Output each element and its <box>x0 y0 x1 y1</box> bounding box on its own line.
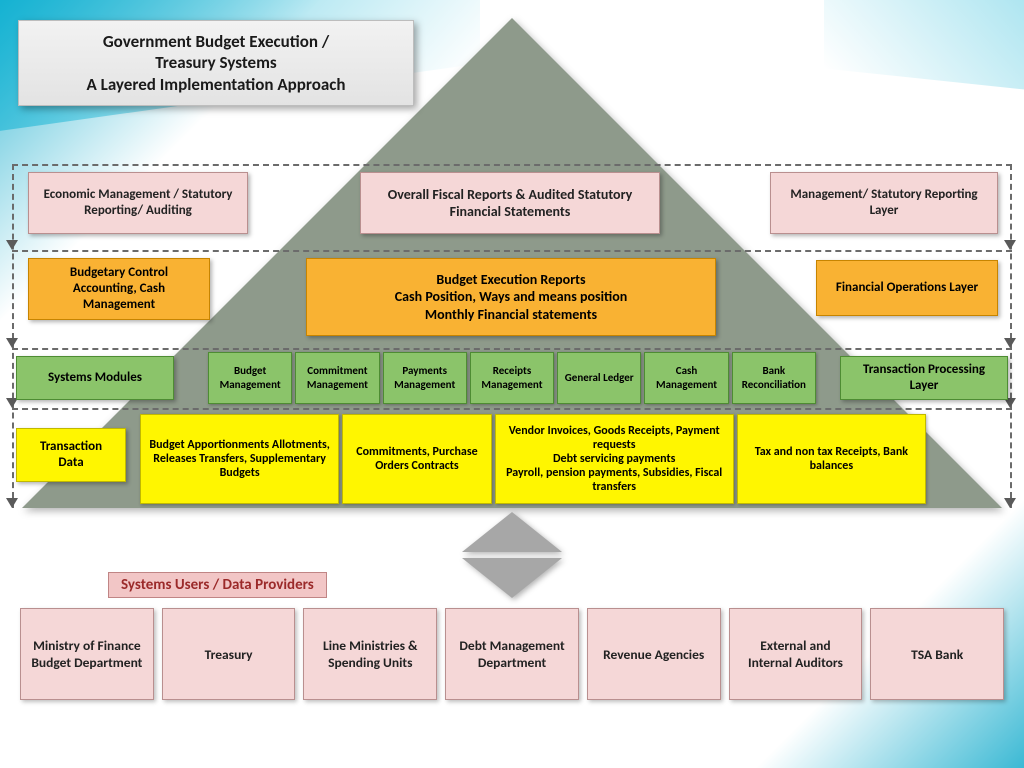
dash-layer-3-bot <box>12 408 1012 410</box>
user-box-2: Line Ministries & Spending Units <box>303 608 437 700</box>
user-box-5: External and Internal Auditors <box>729 608 863 700</box>
module-5: Cash Management <box>644 352 728 404</box>
layer1-center: Overall Fiscal Reports & Audited Statuto… <box>360 172 660 234</box>
layer2-left: Budgetary Control Accounting, Cash Manag… <box>28 258 210 320</box>
transaction-col-3: Tax and non tax Receipts, Bank balances <box>737 414 926 504</box>
dash-layer-3-top <box>12 348 1012 350</box>
module-2: Payments Management <box>383 352 467 404</box>
module-6: Bank Reconciliation <box>732 352 816 404</box>
layer3-left: Systems Modules <box>16 356 174 400</box>
arrow-left-4 <box>6 498 18 508</box>
user-box-1: Treasury <box>162 608 296 700</box>
layer2-center-line2: Cash Position, Ways and means position <box>395 288 628 306</box>
arrow-right-4 <box>1004 498 1016 508</box>
layer2-center-line3: Monthly Financial statements <box>425 306 597 324</box>
users-heading: Systems Users / Data Providers <box>108 572 327 598</box>
module-3: Receipts Management <box>470 352 554 404</box>
transaction-data-row: Budget Apportionments Allotments, Releas… <box>140 414 926 504</box>
layer1-center-label: Overall Fiscal Reports & Audited Statuto… <box>371 186 649 221</box>
layer2-right: Financial Operations Layer <box>816 260 998 316</box>
user-box-6: TSA Bank <box>870 608 1004 700</box>
dash-layer-2-top <box>12 250 1012 252</box>
layer3-right-label: Transaction Processing Layer <box>851 362 997 395</box>
layer1-left-label: Economic Management / Statutory Reportin… <box>39 187 237 220</box>
layer1-right-label: Management/ Statutory Reporting Layer <box>781 187 987 220</box>
layer2-right-label: Financial Operations Layer <box>836 280 978 296</box>
user-box-3: Debt Management Department <box>445 608 579 700</box>
dash-left-rail <box>12 164 14 508</box>
transaction-col-1: Commitments, Purchase Orders Contracts <box>342 414 491 504</box>
dash-layer-1-top <box>12 164 1012 166</box>
layer3-left-label: Systems Modules <box>48 370 142 386</box>
dash-right-rail <box>1010 164 1012 508</box>
arrow-right-2 <box>1004 338 1016 348</box>
users-heading-text: Systems Users / Data Providers <box>121 576 314 594</box>
user-box-0: Ministry of Finance Budget Department <box>20 608 154 700</box>
layer2-left-label: Budgetary Control Accounting, Cash Manag… <box>39 265 199 314</box>
module-1: Commitment Management <box>295 352 379 404</box>
arrow-down-icon <box>462 558 562 598</box>
title-line3: A Layered Implementation Approach <box>33 74 399 95</box>
layer4-left-label: Transaction Data <box>27 439 115 472</box>
arrow-right-1 <box>1004 240 1016 250</box>
module-0: Budget Management <box>208 352 292 404</box>
layer1-right: Management/ Statutory Reporting Layer <box>770 172 998 234</box>
user-box-4: Revenue Agencies <box>587 608 721 700</box>
layer4-left: Transaction Data <box>16 428 126 482</box>
layer3-right: Transaction Processing Layer <box>840 356 1008 400</box>
title-line2: Treasury Systems <box>33 52 399 73</box>
arrow-left-1 <box>6 240 18 250</box>
slide-title: Government Budget Execution / Treasury S… <box>18 20 414 106</box>
transaction-col-0: Budget Apportionments Allotments, Releas… <box>140 414 339 504</box>
transaction-col-2: Vendor Invoices, Goods Receipts, Payment… <box>495 414 734 504</box>
arrow-up-icon <box>462 512 562 552</box>
module-4: General Ledger <box>557 352 641 404</box>
double-arrow <box>457 512 567 598</box>
layer2-center-line1: Budget Execution Reports <box>436 271 585 289</box>
arrow-left-2 <box>6 338 18 348</box>
title-line1: Government Budget Execution / <box>33 31 399 52</box>
modules-row: Budget ManagementCommitment ManagementPa… <box>208 352 816 404</box>
layer2-center: Budget Execution Reports Cash Position, … <box>306 258 716 336</box>
layer1-left: Economic Management / Statutory Reportin… <box>28 172 248 234</box>
users-row: Ministry of Finance Budget DepartmentTre… <box>20 608 1004 700</box>
